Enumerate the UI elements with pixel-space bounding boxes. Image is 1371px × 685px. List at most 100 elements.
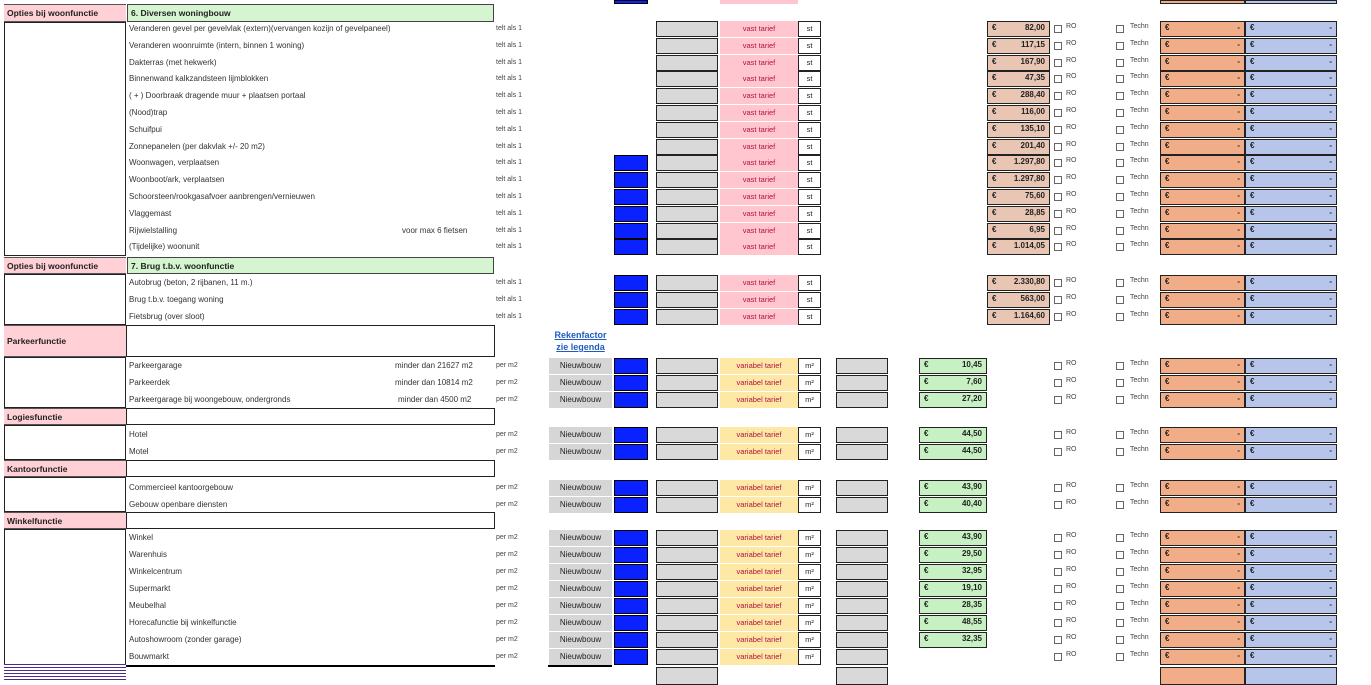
- quantity-input[interactable]: [614, 392, 648, 408]
- techn-checkbox[interactable]: [1116, 176, 1124, 185]
- techn-checkbox[interactable]: [1116, 379, 1124, 387]
- techn-checkbox[interactable]: [1116, 568, 1124, 576]
- ro-checkbox[interactable]: [1054, 109, 1062, 117]
- quantity-input[interactable]: [614, 309, 648, 325]
- techn-checkbox[interactable]: [1116, 125, 1124, 134]
- techn-checkbox[interactable]: [1116, 619, 1124, 627]
- quantity-input[interactable]: [614, 497, 648, 513]
- build-type-dropdown[interactable]: Nieuwbouw: [549, 530, 612, 546]
- input-cell[interactable]: [836, 615, 888, 631]
- techn-checkbox[interactable]: [1116, 448, 1124, 456]
- techn-checkbox[interactable]: [1116, 653, 1124, 661]
- techn-checkbox[interactable]: [1116, 501, 1124, 509]
- ro-checkbox[interactable]: [1054, 484, 1062, 492]
- quantity-input[interactable]: [614, 292, 648, 308]
- quantity-input[interactable]: [614, 564, 648, 580]
- quantity-input[interactable]: [614, 239, 648, 256]
- input-cell[interactable]: [656, 155, 718, 172]
- input-cell[interactable]: [656, 172, 718, 189]
- quantity-input[interactable]: [614, 189, 648, 205]
- techn-checkbox[interactable]: [1116, 313, 1124, 321]
- techn-checkbox[interactable]: [1116, 159, 1124, 168]
- techn-checkbox[interactable]: [1116, 25, 1124, 33]
- ro-checkbox[interactable]: [1054, 501, 1062, 509]
- techn-checkbox[interactable]: [1116, 296, 1124, 304]
- input-cell[interactable]: [656, 292, 718, 308]
- input-cell[interactable]: [656, 547, 718, 563]
- input-cell[interactable]: [656, 632, 718, 648]
- input-cell[interactable]: [836, 497, 888, 513]
- quantity-input[interactable]: [614, 632, 648, 648]
- input-cell[interactable]: [656, 54, 718, 71]
- ro-checkbox[interactable]: [1054, 296, 1062, 304]
- quantity-input[interactable]: [614, 598, 648, 614]
- ro-checkbox[interactable]: [1054, 159, 1062, 168]
- techn-checkbox[interactable]: [1116, 602, 1124, 610]
- input-cell[interactable]: [656, 598, 718, 614]
- ro-checkbox[interactable]: [1054, 653, 1062, 661]
- input-cell[interactable]: [656, 239, 718, 256]
- techn-checkbox[interactable]: [1116, 58, 1124, 67]
- techn-checkbox[interactable]: [1116, 534, 1124, 542]
- ro-checkbox[interactable]: [1054, 41, 1062, 50]
- ro-checkbox[interactable]: [1054, 25, 1062, 33]
- input-cell[interactable]: [656, 444, 718, 460]
- input-cell[interactable]: [656, 530, 718, 546]
- build-type-dropdown[interactable]: Nieuwbouw: [549, 358, 612, 374]
- input-cell[interactable]: [836, 427, 888, 443]
- input-cell[interactable]: [656, 88, 718, 105]
- input-cell[interactable]: [656, 615, 718, 631]
- input-cell[interactable]: [656, 649, 718, 665]
- input-cell[interactable]: [656, 205, 718, 222]
- input-cell[interactable]: [836, 375, 888, 391]
- ro-checkbox[interactable]: [1054, 619, 1062, 627]
- build-type-dropdown[interactable]: Nieuwbouw: [549, 497, 612, 513]
- input-cell[interactable]: [836, 564, 888, 580]
- quantity-input[interactable]: [614, 172, 648, 189]
- input-cell[interactable]: [656, 375, 718, 391]
- input-cell[interactable]: [656, 21, 718, 37]
- quantity-input[interactable]: [614, 222, 648, 239]
- ro-checkbox[interactable]: [1054, 92, 1062, 101]
- ro-checkbox[interactable]: [1054, 431, 1062, 439]
- ro-checkbox[interactable]: [1054, 75, 1062, 84]
- input-cell[interactable]: [656, 480, 718, 496]
- ro-checkbox[interactable]: [1054, 379, 1062, 387]
- techn-checkbox[interactable]: [1116, 362, 1124, 370]
- techn-checkbox[interactable]: [1116, 279, 1124, 287]
- techn-checkbox[interactable]: [1116, 41, 1124, 50]
- input-cell[interactable]: [656, 581, 718, 597]
- techn-checkbox[interactable]: [1116, 193, 1124, 201]
- input-cell[interactable]: [656, 105, 718, 121]
- techn-checkbox[interactable]: [1116, 484, 1124, 492]
- ro-checkbox[interactable]: [1054, 243, 1062, 252]
- input-cell[interactable]: [656, 71, 718, 88]
- ro-checkbox[interactable]: [1054, 636, 1062, 644]
- ro-checkbox[interactable]: [1054, 209, 1062, 218]
- input-cell[interactable]: [656, 358, 718, 374]
- ro-checkbox[interactable]: [1054, 602, 1062, 610]
- quantity-input[interactable]: [614, 0, 648, 4]
- build-type-dropdown[interactable]: Nieuwbouw: [549, 444, 612, 460]
- quantity-input[interactable]: [614, 615, 648, 631]
- input-cell[interactable]: [656, 392, 718, 408]
- ro-checkbox[interactable]: [1054, 125, 1062, 134]
- quantity-input[interactable]: [614, 375, 648, 391]
- techn-checkbox[interactable]: [1116, 551, 1124, 559]
- ro-checkbox[interactable]: [1054, 226, 1062, 235]
- techn-checkbox[interactable]: [1116, 243, 1124, 252]
- build-type-dropdown[interactable]: Nieuwbouw: [549, 649, 612, 665]
- ro-checkbox[interactable]: [1054, 142, 1062, 151]
- quantity-input[interactable]: [614, 275, 648, 291]
- input-cell[interactable]: [836, 547, 888, 563]
- techn-checkbox[interactable]: [1116, 226, 1124, 235]
- build-type-dropdown[interactable]: Nieuwbouw: [549, 392, 612, 408]
- ro-checkbox[interactable]: [1054, 585, 1062, 593]
- input-cell[interactable]: [656, 275, 718, 291]
- ro-checkbox[interactable]: [1054, 176, 1062, 185]
- build-type-dropdown[interactable]: Nieuwbouw: [549, 427, 612, 443]
- quantity-input[interactable]: [614, 427, 648, 443]
- quantity-input[interactable]: [614, 581, 648, 597]
- quantity-input[interactable]: [614, 444, 648, 460]
- quantity-input[interactable]: [614, 480, 648, 496]
